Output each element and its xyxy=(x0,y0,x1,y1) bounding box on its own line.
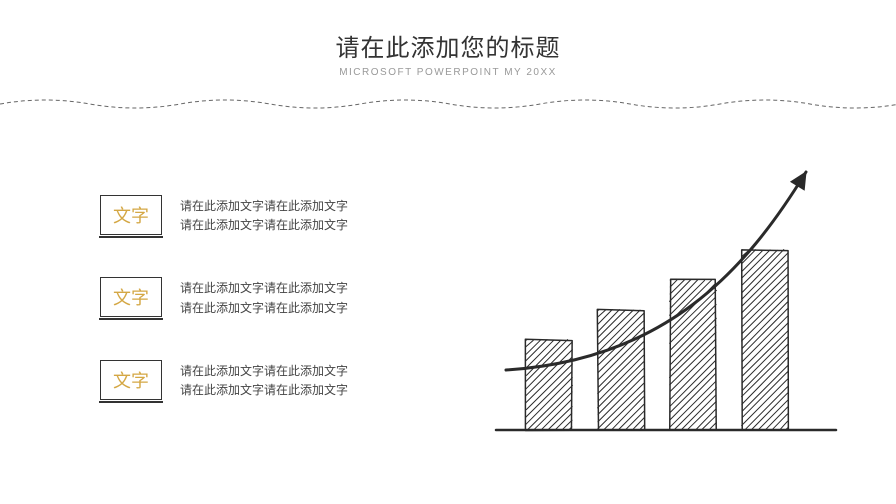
item-text-line: 请在此添加文字请在此添加文字 xyxy=(180,197,348,216)
item-box-underline xyxy=(99,401,163,403)
item-text-line: 请在此添加文字请在此添加文字 xyxy=(180,381,348,400)
slide-header: 请在此添加您的标题 MICROSOFT POWERPOINT MY 20XX xyxy=(0,0,896,78)
slide-subtitle: MICROSOFT POWERPOINT MY 20XX xyxy=(0,67,896,78)
text-content-column: 文字 请在此添加文字请在此添加文字 请在此添加文字请在此添加文字 文字 请在此添… xyxy=(100,195,480,442)
growth-bar-chart xyxy=(486,150,846,450)
slide-title: 请在此添加您的标题 xyxy=(0,28,896,63)
item-box-label: 文字 xyxy=(113,288,149,308)
list-item: 文字 请在此添加文字请在此添加文字 请在此添加文字请在此添加文字 xyxy=(100,195,480,235)
item-text: 请在此添加文字请在此添加文字 请在此添加文字请在此添加文字 xyxy=(180,277,348,317)
list-item: 文字 请在此添加文字请在此添加文字 请在此添加文字请在此添加文字 xyxy=(100,360,480,400)
wavy-divider xyxy=(0,92,896,116)
item-box-underline xyxy=(99,318,163,320)
item-text-line: 请在此添加文字请在此添加文字 xyxy=(180,279,348,298)
item-text-line: 请在此添加文字请在此添加文字 xyxy=(180,362,348,381)
item-text: 请在此添加文字请在此添加文字 请在此添加文字请在此添加文字 xyxy=(180,195,348,235)
item-text-line: 请在此添加文字请在此添加文字 xyxy=(180,299,348,318)
item-text-line: 请在此添加文字请在此添加文字 xyxy=(180,216,348,235)
item-box-label: 文字 xyxy=(113,371,149,391)
item-box-underline xyxy=(99,236,163,238)
list-item: 文字 请在此添加文字请在此添加文字 请在此添加文字请在此添加文字 xyxy=(100,277,480,317)
item-box: 文字 xyxy=(100,360,162,400)
item-box-label: 文字 xyxy=(113,206,149,226)
item-text: 请在此添加文字请在此添加文字 请在此添加文字请在此添加文字 xyxy=(180,360,348,400)
item-box: 文字 xyxy=(100,277,162,317)
item-box: 文字 xyxy=(100,195,162,235)
